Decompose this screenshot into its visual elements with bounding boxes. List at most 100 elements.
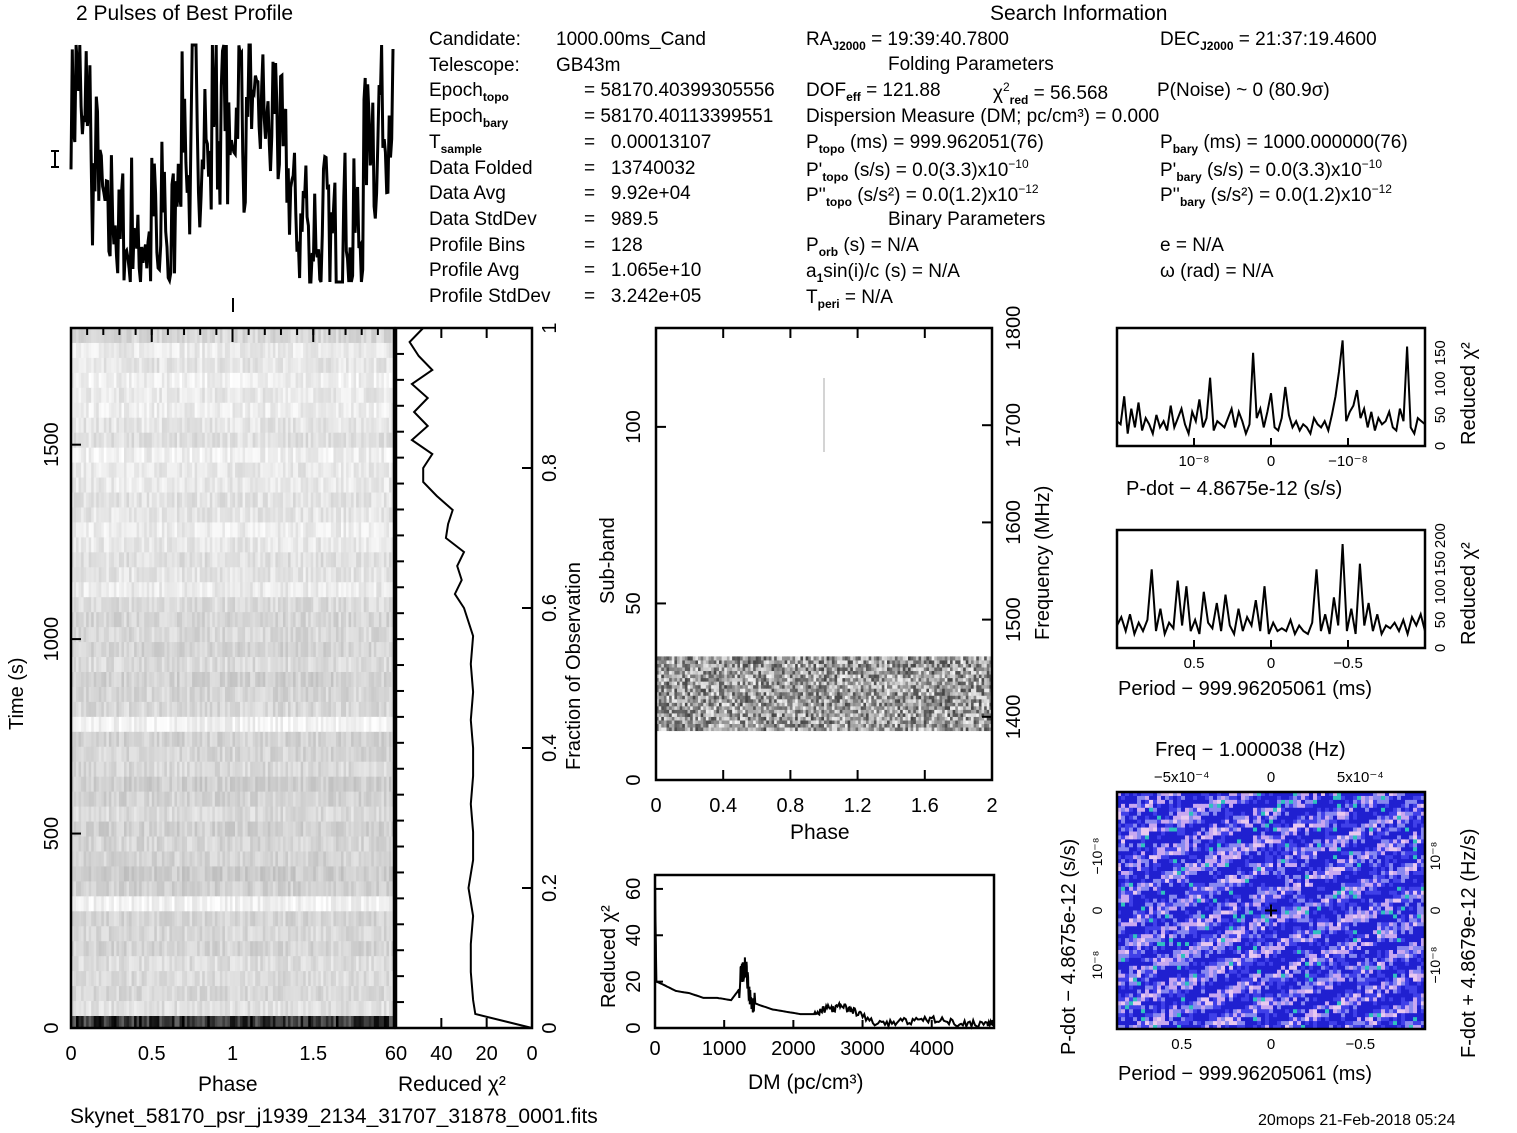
heatmap-cell (199, 657, 203, 673)
heatmap-cell (88, 387, 92, 404)
heatmap-cell (111, 791, 115, 808)
heatmap-cell (126, 776, 130, 793)
heatmap-cell (388, 866, 392, 882)
heatmap-cell (363, 612, 367, 628)
heatmap-cell (300, 806, 304, 823)
heatmap-cell (113, 791, 117, 808)
heatmap-cell (217, 851, 221, 867)
heatmap-cell (96, 716, 100, 733)
heatmap-cell (277, 357, 281, 374)
heatmap-cell (123, 582, 128, 598)
heatmap-cell (207, 851, 211, 867)
heatmap-cell (106, 357, 110, 374)
heatmap-cell (96, 686, 100, 703)
heatmap-cell (237, 866, 241, 882)
heatmap-cell (71, 357, 75, 374)
heatmap-cell (151, 866, 155, 882)
heatmap-cell (378, 522, 382, 538)
heatmap-cell (275, 477, 279, 494)
heatmap-cell (129, 477, 133, 494)
heatmap-cell (78, 328, 82, 344)
heatmap-cell (378, 537, 382, 553)
heatmap-cell (222, 597, 226, 613)
heatmap-cell (156, 716, 160, 733)
heatmap-cell (86, 582, 90, 598)
heatmap-cell (277, 716, 281, 733)
heatmap-cell (262, 657, 266, 673)
heatmap-cell (351, 567, 355, 583)
heatmap-cell (308, 432, 312, 449)
heatmap-cell (202, 806, 206, 823)
heatmap-cell (71, 417, 75, 434)
heatmap-cell (368, 627, 372, 643)
heatmap-cell (320, 328, 324, 344)
heatmap-cell (356, 701, 360, 718)
heatmap-cell (353, 701, 357, 718)
heatmap-cell (262, 342, 266, 359)
heatmap-cell (146, 776, 150, 793)
heatmap-cell (126, 612, 130, 628)
heatmap-cell (171, 522, 175, 538)
heatmap-cell (363, 881, 367, 897)
heatmap-cell (356, 507, 360, 523)
heatmap-cell (381, 851, 385, 867)
heatmap-cell (113, 492, 117, 508)
heatmap-cell (341, 761, 345, 778)
heatmap-cell (267, 507, 271, 523)
heatmap-cell (141, 657, 145, 673)
heatmap-cell (310, 821, 314, 838)
heatmap-cell (338, 612, 342, 628)
heatmap-cell (313, 657, 317, 673)
heatmap-cell (315, 701, 319, 718)
heatmap-cell (252, 821, 256, 838)
heatmap-cell (255, 432, 259, 449)
heatmap-cell (252, 372, 256, 389)
heatmap-cell (280, 328, 284, 344)
heatmap-cell (305, 731, 309, 748)
heatmap-cell (182, 731, 186, 748)
heatmap-cell (346, 866, 350, 882)
heatmap-cell (343, 731, 347, 748)
heatmap-cell (252, 612, 256, 628)
profile-line (69, 43, 395, 286)
p-topo-value: (ms) = 999.962051(76) (849, 132, 1044, 153)
heatmap-cell (368, 821, 372, 838)
heatmap-cell (229, 806, 233, 823)
heatmap-cell (171, 597, 175, 613)
heatmap-cell (71, 806, 75, 823)
heatmap-cell (325, 836, 329, 852)
heatmap-cell (280, 686, 284, 703)
heatmap-cell (313, 447, 317, 464)
heatmap-cell (73, 387, 77, 404)
heatmap-cell (154, 657, 158, 673)
heatmap-cell (341, 642, 345, 658)
heatmap-cell (298, 791, 302, 808)
heatmap-cell (293, 462, 297, 479)
heatmap-cell (83, 328, 87, 344)
heatmap-cell (242, 866, 246, 882)
heatmap-cell (255, 492, 259, 508)
heatmap-cell (73, 866, 77, 882)
pd-topo-sub: topo (822, 170, 849, 184)
heatmap-cell (184, 731, 188, 748)
heatmap-cell (318, 627, 322, 643)
heatmap-cell (386, 806, 390, 823)
heatmap-cell (134, 522, 138, 538)
heatmap-cell (290, 432, 294, 449)
heatmap-cell (103, 582, 107, 598)
heatmap-cell (149, 627, 153, 643)
heatmap-cell (295, 357, 299, 374)
heatmap-cell (333, 672, 337, 688)
heatmap-cell (277, 597, 281, 613)
heatmap-cell (96, 657, 100, 673)
heatmap-cell (224, 432, 228, 449)
heatmap-cell (272, 552, 276, 568)
heatmap-cell (310, 806, 314, 823)
heatmap-cell (305, 851, 309, 867)
heatmap-cell (282, 612, 286, 628)
heatmap-cell (290, 492, 294, 508)
heatmap-cell (156, 731, 160, 748)
heatmap-cell (288, 881, 292, 897)
heatmap-cell (346, 731, 350, 748)
heatmap-cell (290, 761, 294, 778)
